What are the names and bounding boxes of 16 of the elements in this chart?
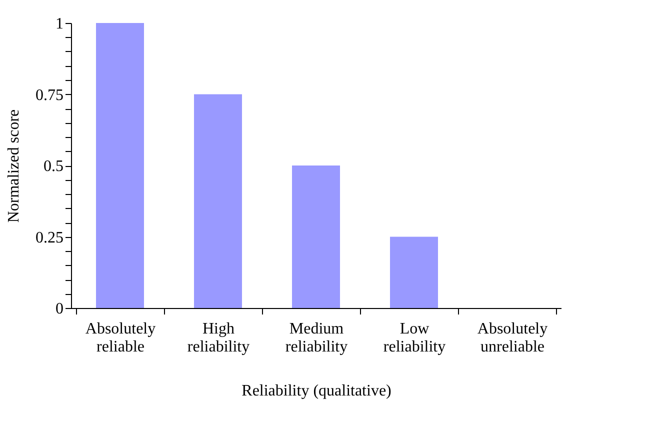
bar — [194, 94, 242, 308]
y-tick-label: 0.5 — [44, 158, 64, 175]
bar — [390, 236, 438, 308]
x-tick-label: Low reliability — [383, 320, 446, 356]
y-tick-label: 0.25 — [36, 229, 64, 246]
x-tick-label: High reliability — [187, 320, 250, 356]
y-tick-label: 0.75 — [36, 86, 64, 104]
y-tick-label: 1 — [56, 16, 64, 32]
bar — [292, 166, 340, 308]
x-tick-label: Absolutely reliable — [85, 320, 156, 356]
x-axis-title: Reliability (qualitative) — [242, 382, 392, 400]
x-tick-label: Medium reliability — [285, 320, 348, 356]
x-tick-label: Absolutely unreliable — [477, 320, 548, 356]
y-axis-title: Normalized score — [6, 109, 22, 223]
y-tick-label: 0 — [56, 300, 64, 318]
bar — [96, 23, 144, 308]
